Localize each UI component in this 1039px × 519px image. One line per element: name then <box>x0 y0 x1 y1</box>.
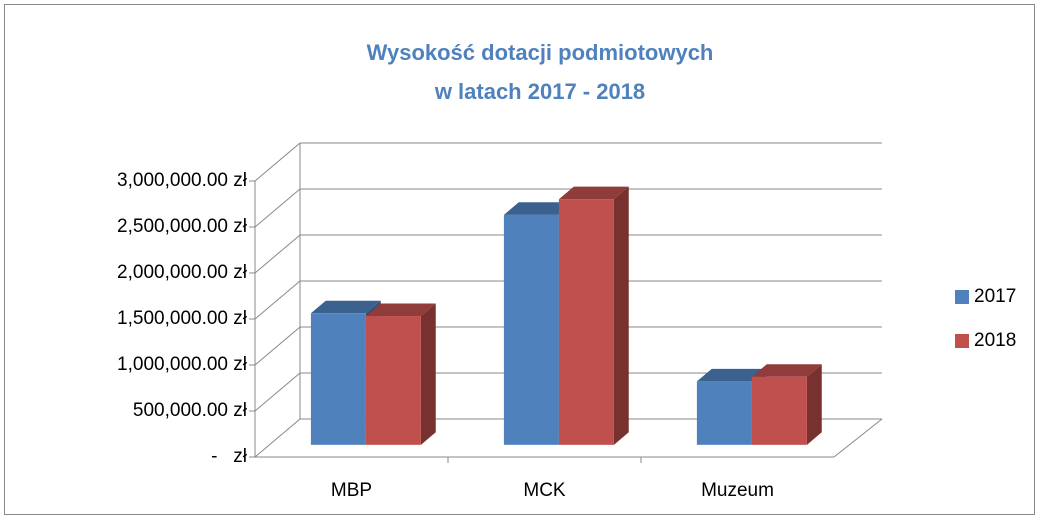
x-tick-label: MBP <box>331 480 372 501</box>
y-tick-label: 1,500,000.00 zł <box>117 308 248 329</box>
bar-top <box>696 368 767 382</box>
bar-side <box>613 186 629 445</box>
y-tick-label: 500,000.00 zł <box>133 400 248 421</box>
bar <box>310 313 366 445</box>
grid-line <box>254 418 301 458</box>
legend-label: 2018 <box>974 330 1016 351</box>
chart-title: Wysokość dotacji podmiotowych <box>367 40 714 65</box>
y-tick-label: - zł <box>211 446 248 467</box>
bar <box>503 214 559 445</box>
bar-side <box>420 303 436 445</box>
y-tick-label: 2,500,000.00 zł <box>117 216 248 237</box>
grid-line <box>254 142 301 182</box>
floor-edge <box>833 418 883 458</box>
grid-line <box>254 188 301 228</box>
bar <box>751 376 807 445</box>
grid-line <box>254 372 301 412</box>
bar-top <box>751 364 822 377</box>
bar-top <box>503 202 574 215</box>
grid-line <box>254 234 301 274</box>
bar-top <box>558 186 629 200</box>
bar-side <box>806 364 822 445</box>
y-tick-label: 2,000,000.00 zł <box>117 262 248 283</box>
bar-top <box>310 300 381 314</box>
chart-title: w latach 2017 - 2018 <box>434 79 645 104</box>
legend-label: 2017 <box>974 286 1016 307</box>
grid-line <box>254 280 301 320</box>
bar <box>365 316 421 445</box>
grid-line <box>254 326 301 366</box>
y-tick-label: 1,000,000.00 zł <box>117 354 248 375</box>
bar <box>558 199 614 445</box>
bar <box>696 381 752 445</box>
x-tick-label: Muzeum <box>701 480 774 501</box>
y-tick-label: 3,000,000.00 zł <box>117 170 248 191</box>
legend-swatch <box>955 334 969 348</box>
bar-top <box>365 303 436 317</box>
legend-swatch <box>955 290 969 304</box>
x-tick-label: MCK <box>523 480 566 501</box>
